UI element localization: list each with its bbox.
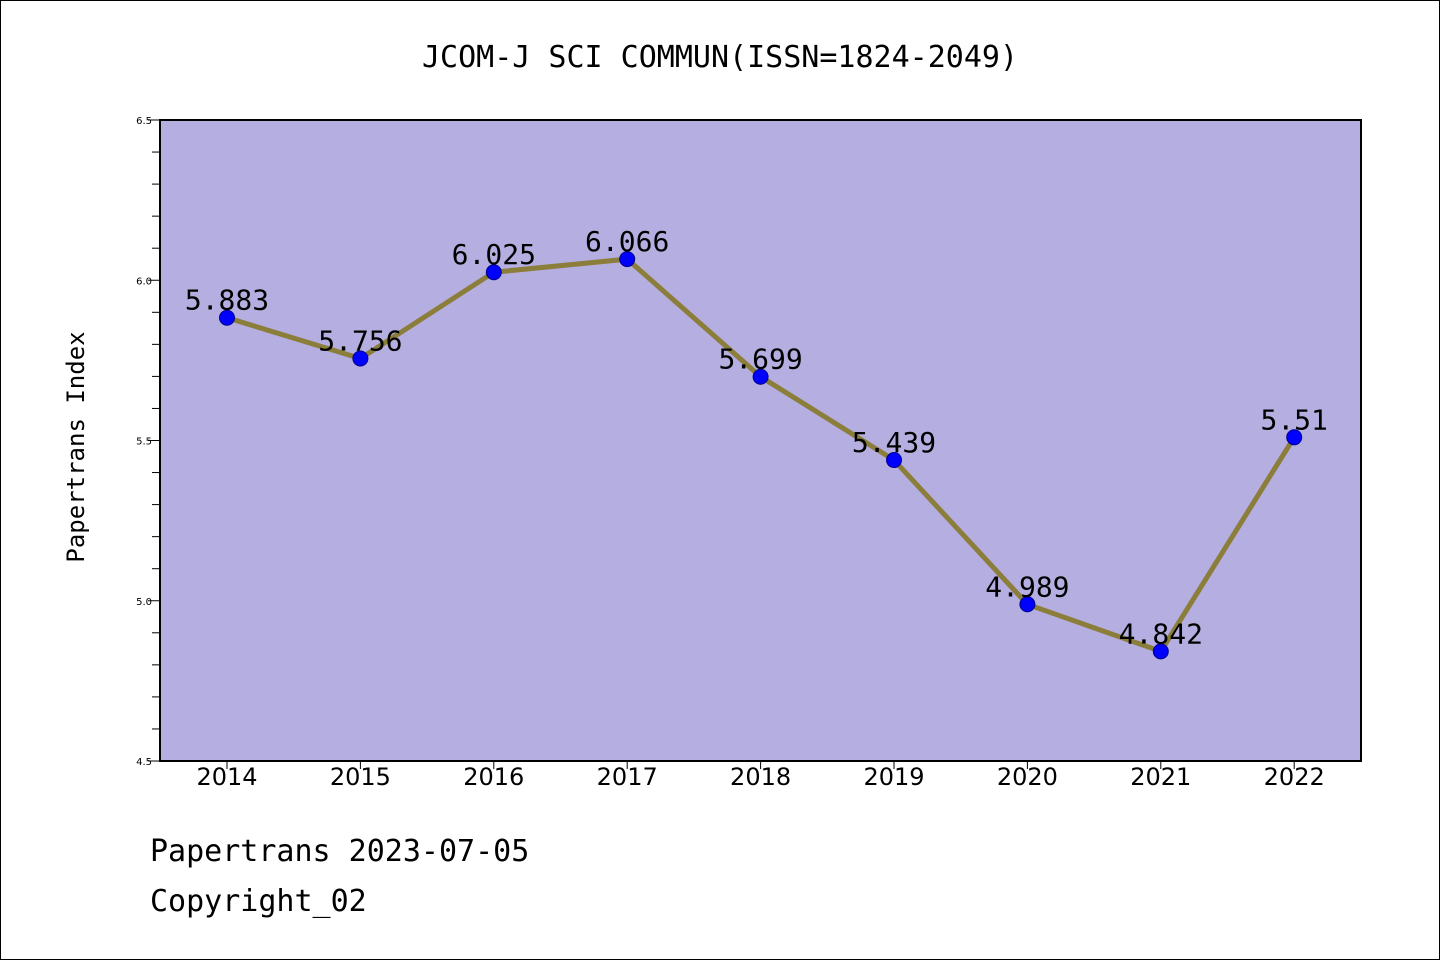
data-markers <box>219 251 1303 660</box>
footer-date: Papertrans 2023-07-05 <box>150 834 530 869</box>
data-label: 5.51 <box>1260 403 1327 436</box>
data-label: 5.756 <box>318 324 402 357</box>
data-point <box>619 251 636 268</box>
y-axis: 4.5 5.0 5.5 6.0 6.5 <box>136 116 160 768</box>
data-label: 4.989 <box>985 570 1069 603</box>
chart-title: JCOM-J SCI COMMUN(ISSN=1824-2049) <box>422 40 1018 75</box>
data-point <box>485 264 502 281</box>
data-label: 6.066 <box>585 225 669 258</box>
x-tick-label: 2018 <box>730 763 791 791</box>
y-tick-label: 5.0 <box>136 597 152 608</box>
data-point <box>352 350 369 367</box>
x-tick-label: 2014 <box>196 763 257 791</box>
x-tick-label: 2019 <box>863 763 924 791</box>
data-label: 5.439 <box>852 426 936 459</box>
y-axis-label: Papertrans Index <box>62 331 90 562</box>
y-minor-ticks <box>152 151 160 730</box>
x-tick-label: 2022 <box>1264 763 1325 791</box>
footer-copyright: Copyright_02 <box>150 884 367 919</box>
data-label: 5.699 <box>718 343 802 376</box>
data-label: 5.883 <box>185 284 269 317</box>
data-point <box>1152 643 1169 660</box>
data-label: 4.842 <box>1119 617 1203 650</box>
x-tick-label: 2017 <box>597 763 658 791</box>
plot-area <box>159 119 1362 762</box>
x-axis: 2014 2015 2016 2017 2018 2019 2020 2021 2022 <box>196 761 1325 791</box>
data-point <box>886 452 902 469</box>
x-tick-label: 2015 <box>330 763 391 791</box>
data-point <box>1019 596 1036 613</box>
y-tick-label: 6.5 <box>136 116 152 127</box>
y-tick-label: 4.5 <box>136 757 152 768</box>
data-point <box>752 368 769 385</box>
y-tick-label: 5.5 <box>136 437 152 448</box>
x-tick-label: 2020 <box>997 763 1058 791</box>
data-point <box>1286 429 1303 446</box>
data-label: 6.025 <box>452 238 536 271</box>
data-point <box>219 309 235 326</box>
data-labels: 5.883 5.756 6.025 6.066 5.699 5.439 4.989 4.842… <box>185 225 1328 650</box>
x-tick-label: 2016 <box>463 763 524 791</box>
y-tick-label: 6.0 <box>136 276 152 287</box>
x-tick-label: 2021 <box>1130 763 1191 791</box>
